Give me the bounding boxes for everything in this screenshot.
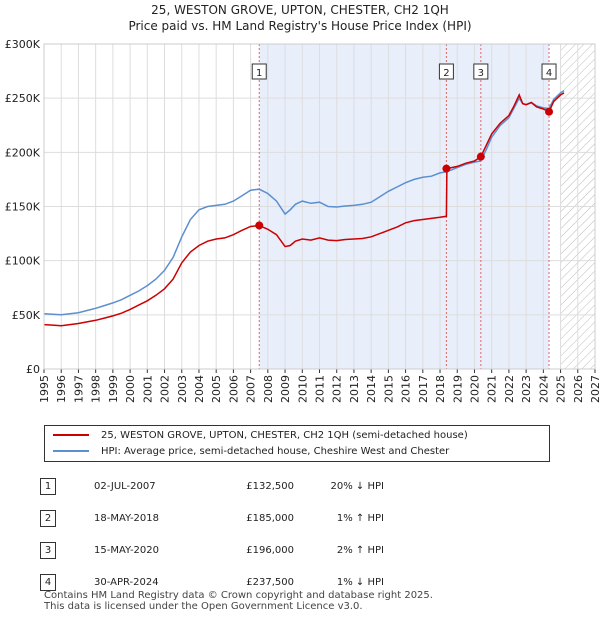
y-tick-label: £150K <box>5 201 41 214</box>
x-tick-label: 2022 <box>503 375 516 403</box>
footer: Contains HM Land Registry data © Crown c… <box>44 590 433 612</box>
sale-point-3 <box>476 152 485 161</box>
sale-number-label: 2 <box>443 68 449 79</box>
legend-item-hpi: HPI: Average price, semi-detached house,… <box>53 444 449 460</box>
legend-swatch-red <box>53 434 89 436</box>
x-tick-label: 2027 <box>589 375 600 403</box>
x-tick-label: 2009 <box>279 375 292 403</box>
transaction-price: £132,500 <box>246 480 294 492</box>
x-tick-label: 2000 <box>124 375 137 403</box>
x-tick-label: 2005 <box>210 375 223 403</box>
x-tick-label: 2007 <box>245 375 258 403</box>
x-tick-label: 2025 <box>555 375 568 403</box>
transactions-table: 1 02-JUL-2007 £132,500 20% ↓ HPI 2 18-MAY-201… <box>40 470 384 598</box>
transaction-date: 30-APR-2024 <box>94 576 159 588</box>
property-price-line <box>44 92 565 327</box>
table-row: 4 30-APR-2024 £237,500 1% ↓ HPI <box>40 566 384 598</box>
y-tick-label: £250K <box>5 92 41 105</box>
y-tick-label: £200K <box>5 146 41 159</box>
x-tick-label: 2018 <box>434 375 447 403</box>
sale-point-4 <box>545 107 554 116</box>
plot-frame <box>43 43 596 370</box>
x-tick-label: 2016 <box>400 375 413 403</box>
x-tick-label: 2026 <box>572 375 585 403</box>
x-tick-label: 2019 <box>451 375 464 403</box>
transaction-date: 02-JUL-2007 <box>94 480 156 492</box>
sale-number-label: 4 <box>546 68 552 79</box>
x-tick-label: 2023 <box>520 375 533 403</box>
table-row: 2 18-MAY-2018 £185,000 1% ↑ HPI <box>40 502 384 534</box>
transaction-date: 18-MAY-2018 <box>94 512 160 524</box>
transaction-hpi-diff: 2% ↑ HPI <box>336 544 384 556</box>
x-tick-label: 2002 <box>159 375 172 403</box>
x-tick-label: 2014 <box>365 375 378 403</box>
x-tick-label: 2021 <box>486 375 499 403</box>
x-tick-label: 2004 <box>193 375 206 403</box>
x-tick-label: 2013 <box>348 375 361 403</box>
sale-number-box <box>541 63 557 80</box>
legend-label-property: 25, WESTON GROVE, UPTON, CHESTER, CH2 1Q… <box>101 430 468 441</box>
transaction-hpi-diff: 1% ↓ HPI <box>336 576 384 588</box>
x-tick-label: 1998 <box>90 375 103 403</box>
footer-copyright: Contains HM Land Registry data © Crown c… <box>44 590 433 601</box>
transaction-number: 2 <box>40 509 56 527</box>
x-tick-label: 2008 <box>262 375 275 403</box>
footer-licence: This data is licensed under the Open Gov… <box>44 601 363 612</box>
transaction-price: £196,000 <box>246 544 294 556</box>
sale-number-box <box>473 63 489 80</box>
transaction-number: 3 <box>40 541 56 559</box>
legend: 25, WESTON GROVE, UPTON, CHESTER, CH2 1Q… <box>44 425 550 462</box>
legend-item-property: 25, WESTON GROVE, UPTON, CHESTER, CH2 1Q… <box>53 428 468 444</box>
x-tick-label: 1996 <box>55 375 68 403</box>
x-tick-label: 2006 <box>227 375 240 403</box>
x-tick-label: 2024 <box>537 375 550 403</box>
x-tick-label: 2003 <box>176 375 189 403</box>
sale-point-1 <box>255 221 264 230</box>
x-tick-label: 2010 <box>296 375 309 403</box>
x-tick-label: 1997 <box>72 375 85 403</box>
transaction-price: £237,500 <box>246 576 294 588</box>
y-tick-label: £300K <box>5 38 41 51</box>
hpi-line <box>44 89 565 316</box>
y-tick-label: £0 <box>26 363 40 376</box>
sale-number-box <box>251 63 267 80</box>
sale-number-label: 1 <box>256 68 262 79</box>
table-row: 1 02-JUL-2007 £132,500 20% ↓ HPI <box>40 470 384 502</box>
table-row: 3 15-MAY-2020 £196,000 2% ↑ HPI <box>40 534 384 566</box>
x-tick-label: 1999 <box>107 375 120 403</box>
x-tick-label: 2011 <box>314 375 327 403</box>
x-tick-label: 2020 <box>468 375 481 403</box>
transaction-date: 15-MAY-2020 <box>94 544 160 556</box>
x-tick-label: 2017 <box>417 375 430 403</box>
y-tick-label: £100K <box>5 255 41 268</box>
chart-subtitle: Price paid vs. HM Land Registry's House … <box>128 19 472 33</box>
x-tick-label: 2015 <box>382 375 395 403</box>
transaction-number: 4 <box>40 573 56 591</box>
x-tick-label: 2012 <box>331 375 344 403</box>
sale-number-box <box>438 63 454 80</box>
transaction-number: 1 <box>40 477 56 495</box>
x-tick-label: 2001 <box>141 375 154 403</box>
price-chart: 1 2 3 4 £0 £50K £100K £150K £200K £250K £300K 1995… <box>5 38 600 403</box>
sale-number-label: 3 <box>478 68 484 79</box>
transaction-hpi-diff: 1% ↑ HPI <box>336 512 384 524</box>
sale-point-2 <box>442 164 451 173</box>
x-tick-label: 1995 <box>38 375 51 403</box>
transaction-hpi-diff: 20% ↓ HPI <box>330 480 384 492</box>
legend-label-hpi: HPI: Average price, semi-detached house,… <box>101 446 450 457</box>
chart-title: 25, WESTON GROVE, UPTON, CHESTER, CH2 1Q… <box>151 3 449 17</box>
legend-swatch-blue <box>53 450 89 452</box>
y-tick-label: £50K <box>12 309 41 322</box>
transaction-price: £185,000 <box>246 512 294 524</box>
